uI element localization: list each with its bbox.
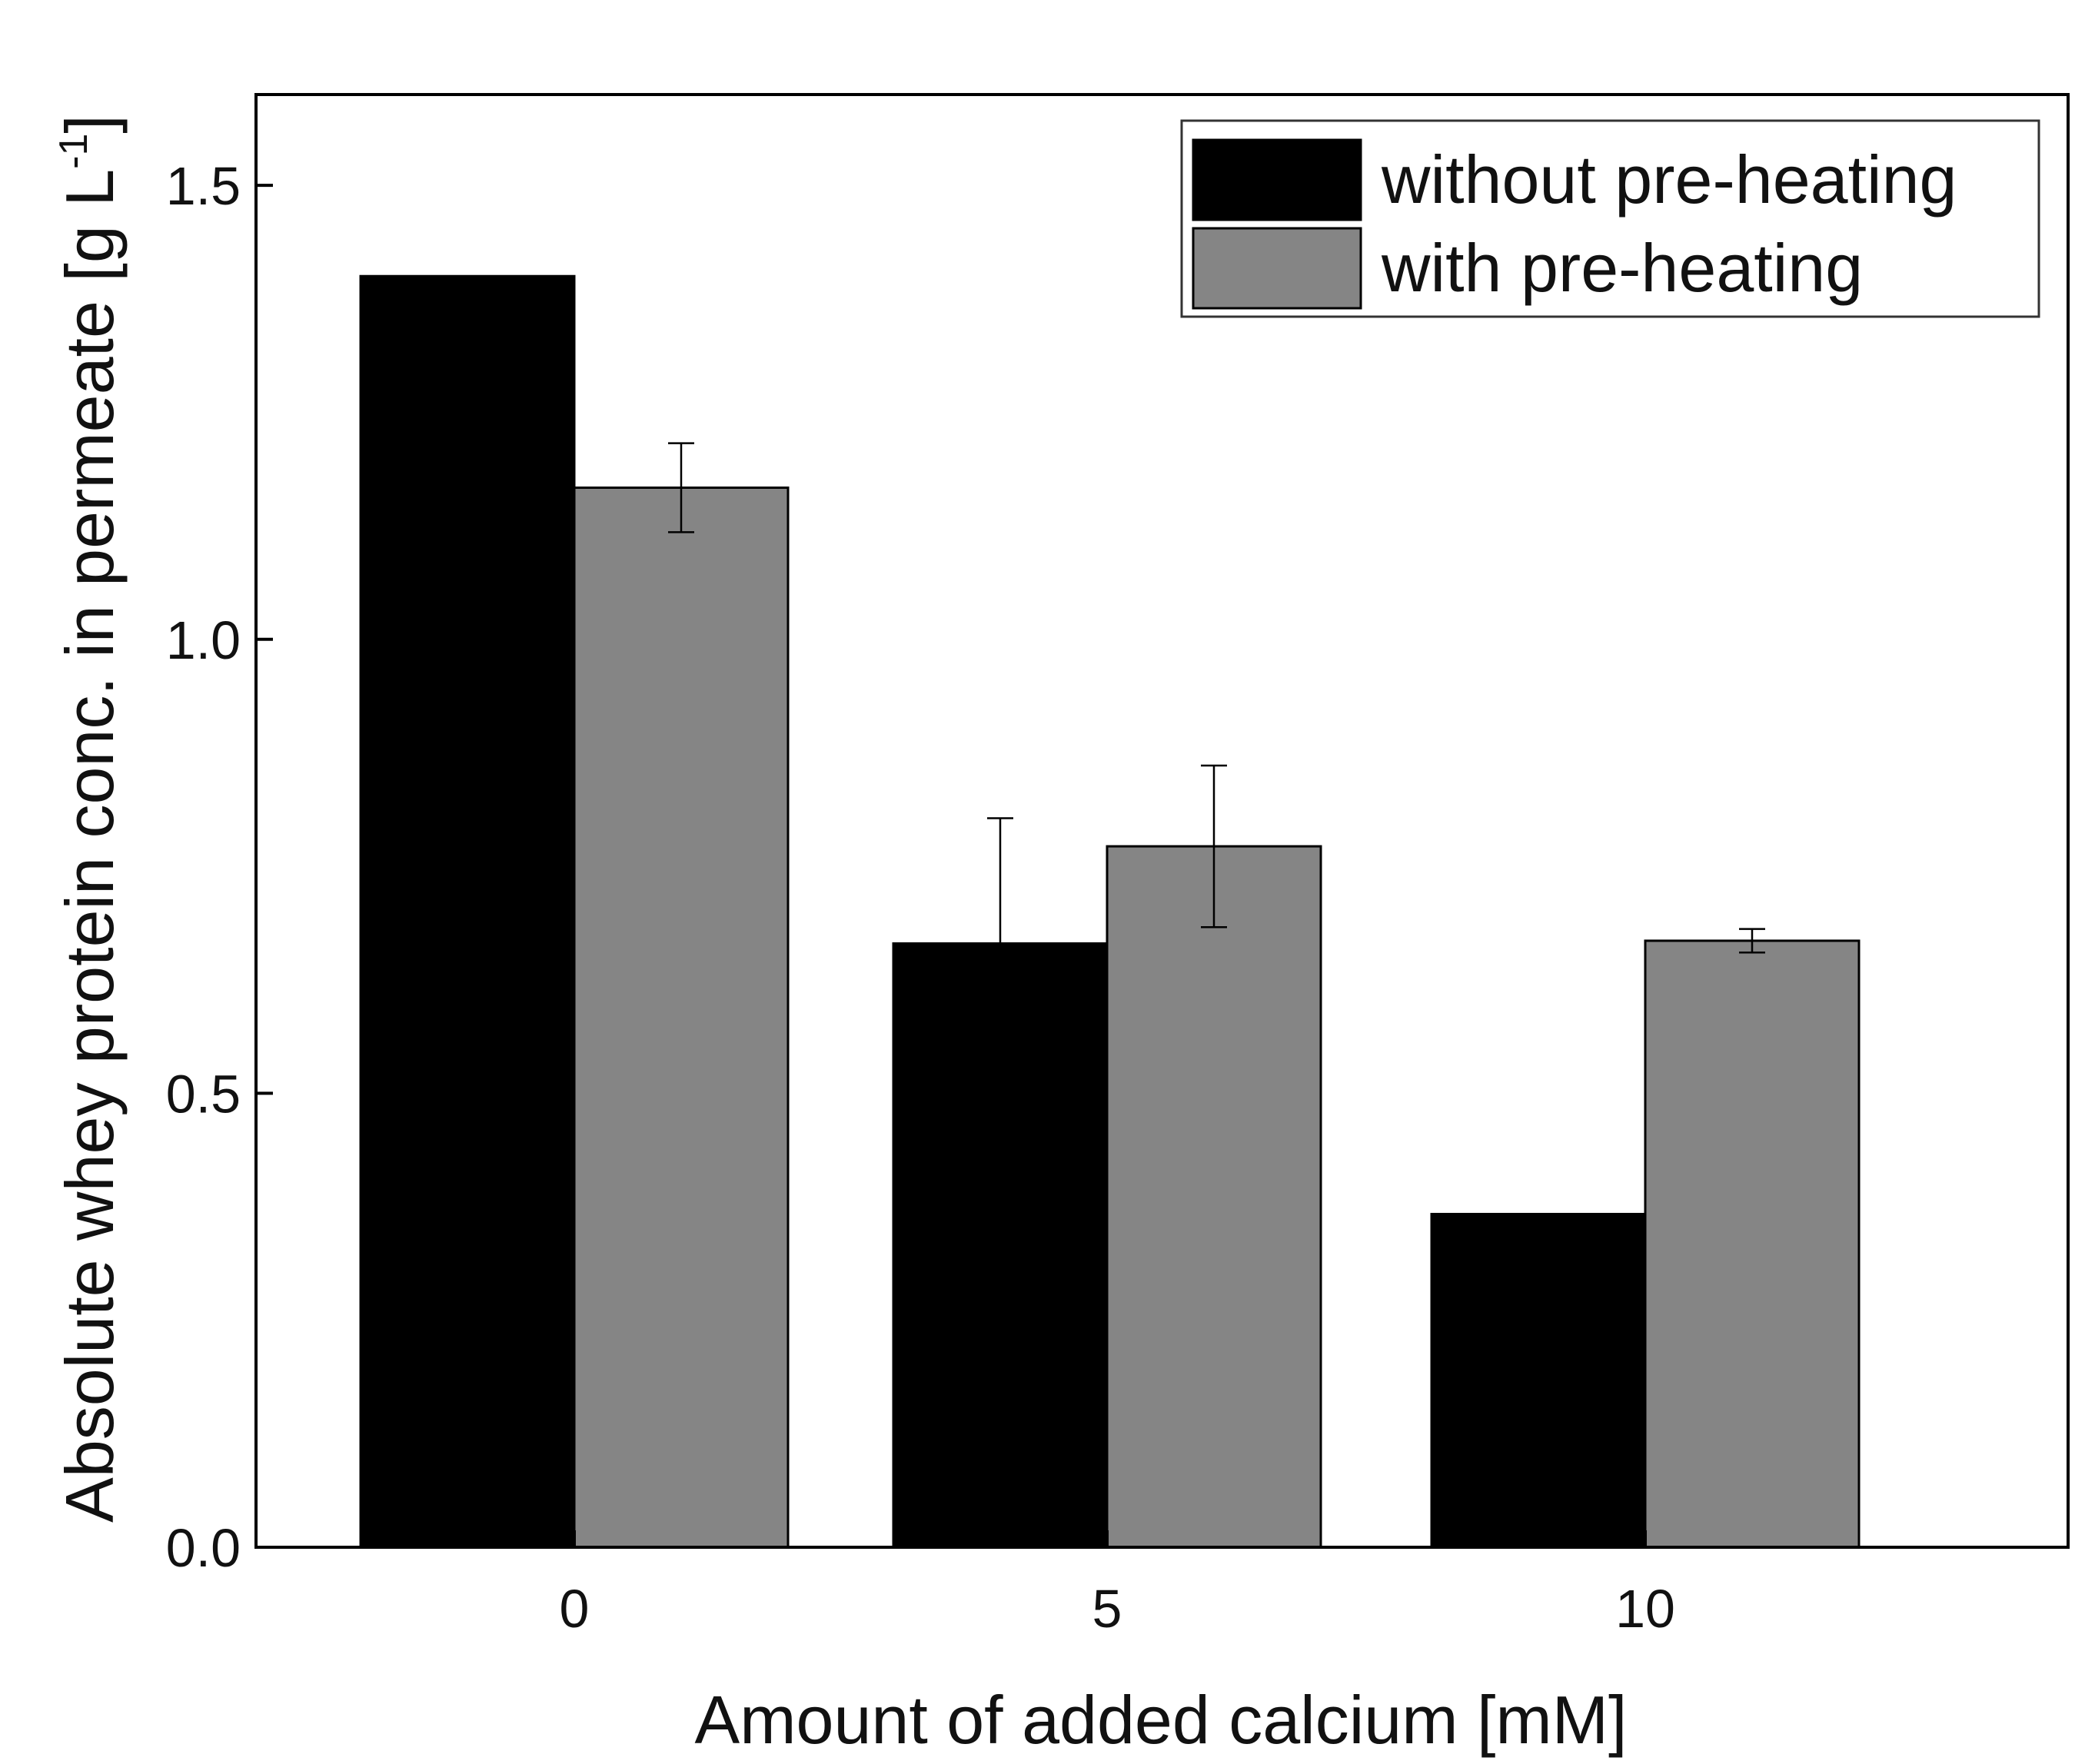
y-axis-title: Absolute whey protein conc. in permeate … bbox=[52, 115, 128, 1523]
y-axis-title-main: Absolute whey protein conc. in permeate … bbox=[52, 169, 128, 1523]
plot-area bbox=[359, 274, 1861, 1549]
y-tick-label: 0.0 bbox=[166, 1518, 241, 1578]
y-axis-title-superscript: -1 bbox=[52, 134, 96, 169]
bar-without-preheating-10 bbox=[1430, 1212, 1647, 1549]
bar-with-preheating-10 bbox=[1644, 939, 1861, 1549]
bar-with-preheating-5 bbox=[1106, 845, 1322, 1549]
y-tick-label: 1.5 bbox=[166, 156, 241, 216]
legend-label-without-preheating: without pre-heating bbox=[1381, 141, 1957, 218]
x-tick-label: 5 bbox=[1092, 1579, 1122, 1639]
legend-swatch-with-preheating bbox=[1192, 227, 1362, 310]
legend: without pre-heating with pre-heating bbox=[1180, 119, 2040, 318]
y-tick-label: 0.5 bbox=[166, 1064, 241, 1124]
y-tick-label: 1.0 bbox=[166, 610, 241, 670]
bar-with-preheating-0 bbox=[573, 486, 790, 1549]
legend-label-with-preheating: with pre-heating bbox=[1381, 230, 1863, 306]
plot-frame bbox=[254, 93, 2070, 1549]
legend-swatch-without-preheating bbox=[1192, 138, 1362, 221]
bar-without-preheating-0 bbox=[359, 274, 576, 1549]
axes: 0.0 0.5 1.0 1.5 0 5 10 bbox=[166, 93, 2070, 1639]
x-tick-label: 0 bbox=[560, 1579, 590, 1639]
x-tick-label: 10 bbox=[1615, 1579, 1675, 1639]
y-axis-title-suffix: ] bbox=[52, 115, 128, 133]
x-axis-title: Amount of added calcium [mM] bbox=[695, 1682, 1628, 1758]
